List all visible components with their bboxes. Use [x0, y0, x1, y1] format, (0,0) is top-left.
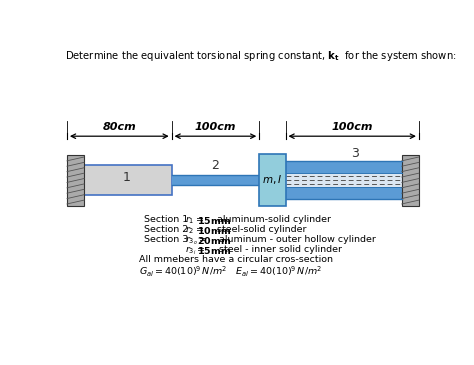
Text: $r_{3_o} = $: $r_{3_o} = $ — [185, 235, 207, 247]
Text: $r_1 = $: $r_1 = $ — [185, 215, 204, 226]
Text: 2: 2 — [211, 159, 219, 172]
Text: 3: 3 — [351, 147, 359, 160]
Bar — [172, 175, 259, 185]
Bar — [285, 187, 402, 199]
Text: 100cm: 100cm — [195, 122, 236, 131]
Bar — [67, 155, 84, 205]
Text: steel - inner solid cylinder: steel - inner solid cylinder — [219, 245, 342, 254]
Text: All mmebers have a circular cros-section: All mmebers have a circular cros-section — [139, 255, 333, 264]
Text: $m, I$: $m, I$ — [262, 173, 283, 186]
Bar — [84, 165, 172, 195]
Text: Section 2: Section 2 — [145, 225, 189, 234]
Text: $G_{al} =40(10)^9 \, N/m^2$   $E_{al} =40(10)^9 \, N/m^2$: $G_{al} =40(10)^9 \, N/m^2$ $E_{al} =40(… — [139, 265, 322, 279]
Text: $\mathbf{10mm}$: $\mathbf{10mm}$ — [197, 225, 231, 236]
Text: 1: 1 — [123, 170, 131, 184]
Text: Determine the equivalent torsional spring constant, $\mathbf{k_t}$  for the syst: Determine the equivalent torsional sprin… — [64, 49, 456, 63]
Text: 100cm: 100cm — [331, 122, 373, 131]
Bar — [285, 173, 402, 187]
Bar — [285, 161, 402, 173]
Bar — [259, 154, 285, 205]
Text: $r_2 = $: $r_2 = $ — [185, 225, 204, 236]
Text: $\mathbf{15mm}$: $\mathbf{15mm}$ — [197, 245, 231, 256]
Text: 80cm: 80cm — [102, 122, 136, 131]
Text: aluminum-solid cylinder: aluminum-solid cylinder — [218, 215, 331, 224]
Text: $r_{3_i} = $: $r_{3_i} = $ — [185, 245, 206, 257]
Text: steel-solid cylinder: steel-solid cylinder — [218, 225, 307, 234]
Text: $\mathbf{20mm}$: $\mathbf{20mm}$ — [197, 235, 231, 246]
Bar — [402, 155, 419, 205]
Text: Section 1: Section 1 — [145, 215, 189, 224]
Text: aluminum - outer hollow cylinder: aluminum - outer hollow cylinder — [219, 235, 376, 244]
Text: $\mathbf{15mm}$: $\mathbf{15mm}$ — [197, 215, 231, 226]
Text: Section 3: Section 3 — [145, 235, 189, 244]
